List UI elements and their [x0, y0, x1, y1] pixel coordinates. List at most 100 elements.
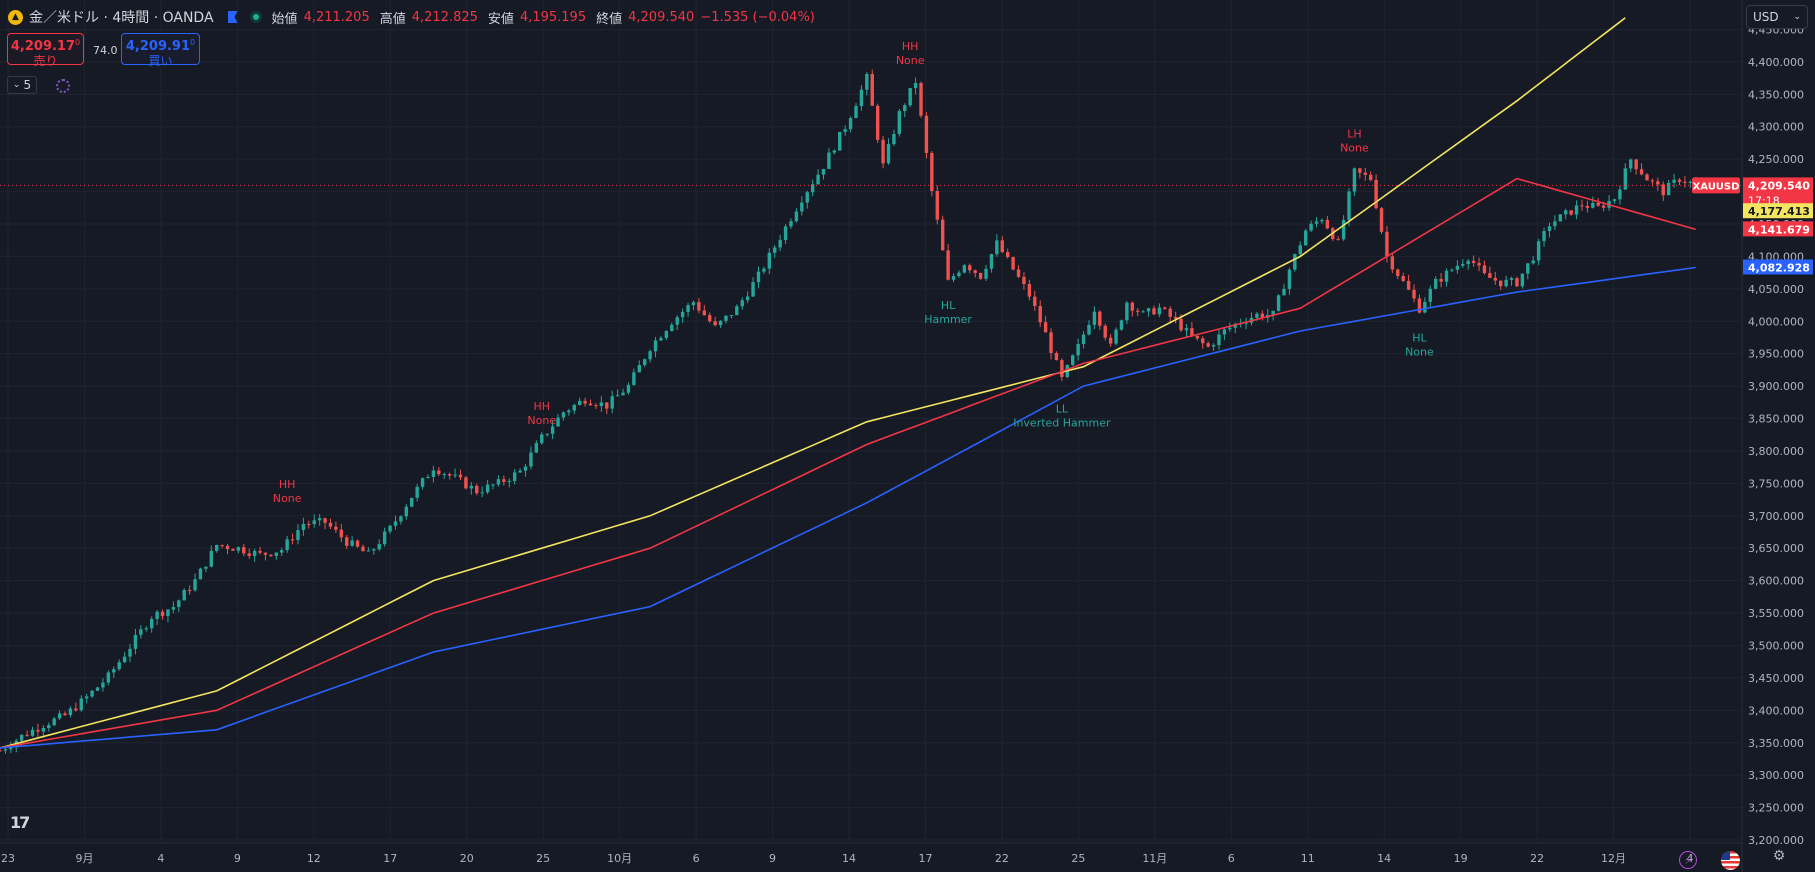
candle-body: [561, 412, 566, 418]
candle-body: [1645, 174, 1649, 181]
candle-body: [1103, 325, 1107, 338]
candle-body: [1526, 263, 1530, 274]
buy-button[interactable]: 4,209.910 買い: [121, 33, 200, 68]
candle-body: [464, 477, 468, 489]
candle-body: [220, 545, 224, 547]
candle-body: [1228, 327, 1232, 330]
pattern-label: None: [527, 414, 556, 427]
candle-body: [1688, 181, 1693, 183]
candle-body: [263, 552, 268, 555]
y-tick-label: 4,350.000: [1748, 88, 1804, 101]
candle-body: [594, 405, 598, 407]
sell-button[interactable]: 4,209.170 売り: [7, 33, 84, 68]
candle-body: [577, 400, 582, 405]
candle-body: [231, 549, 235, 551]
candle-body: [204, 566, 208, 569]
tradingview-logo: 17: [10, 813, 30, 832]
candle-body: [1406, 280, 1411, 290]
chevron-down-icon: ⌄: [1793, 12, 1801, 22]
pattern-label: None: [1405, 345, 1434, 358]
candle-body: [995, 240, 999, 255]
candle-body: [1217, 334, 1221, 346]
candle-body: [0, 750, 2, 752]
currency-select[interactable]: USD ⌄: [1746, 5, 1808, 29]
candle-body: [599, 402, 604, 407]
candle-body: [518, 470, 522, 473]
candle-body: [1374, 179, 1378, 209]
candle-body: [1049, 332, 1053, 354]
candle-body: [1043, 322, 1048, 333]
candle-body: [1271, 310, 1275, 316]
close-label: 終値: [596, 11, 623, 27]
candle-body: [1547, 226, 1552, 232]
candle-body: [1201, 338, 1205, 344]
candle-body: [1661, 184, 1665, 196]
candle-body: [1022, 276, 1026, 285]
candle-body: [1672, 179, 1676, 183]
x-tick-label: 14: [842, 852, 856, 865]
buy-label: 買い: [148, 54, 173, 68]
y-tick-label: 3,250.000: [1748, 802, 1804, 815]
candle-body: [697, 302, 701, 311]
candle-body: [1098, 311, 1102, 326]
candle-body: [1618, 189, 1622, 200]
flag-icon[interactable]: [227, 11, 238, 23]
candle-body: [68, 708, 73, 716]
candle-body: [1471, 260, 1476, 264]
candle-body: [1504, 279, 1508, 287]
y-tick-label: 3,400.000: [1748, 704, 1804, 717]
candle-body: [47, 725, 51, 729]
low-label: 安値: [487, 11, 514, 27]
candle-body: [637, 365, 641, 373]
candle-body: [702, 310, 707, 316]
pattern-label: None: [896, 54, 925, 67]
swing-label: HL: [1412, 331, 1427, 344]
y-tick-label: 4,050.000: [1748, 283, 1804, 296]
candle-body: [1347, 191, 1351, 220]
candle-body: [1108, 337, 1113, 344]
candle-body: [128, 648, 132, 657]
candle-body: [1482, 265, 1487, 274]
candle-body: [924, 115, 929, 153]
indicators-toggle-button[interactable]: ⌄ 5: [7, 76, 37, 94]
candle-body: [626, 384, 631, 393]
candle-body: [1157, 307, 1162, 315]
candle-body: [101, 682, 105, 688]
candle-body: [908, 88, 912, 106]
candle-body: [534, 443, 539, 453]
candle-body: [588, 403, 593, 406]
lightning-icon[interactable]: ⚡: [1679, 851, 1697, 869]
candle-body: [783, 226, 788, 240]
gold-coin-icon: ▲: [8, 9, 23, 25]
x-tick-label: 9月: [75, 852, 93, 865]
us-flag-icon[interactable]: [1721, 851, 1740, 870]
candle-body: [1309, 223, 1313, 231]
candle-body: [529, 452, 533, 467]
candle-body: [301, 523, 306, 531]
candle-body: [1179, 318, 1183, 331]
candle-body: [1341, 219, 1346, 240]
candle-body: [957, 272, 961, 277]
sell-price-sup: 0: [75, 38, 81, 47]
x-tick-label: 10月: [607, 852, 632, 865]
candle-body: [1639, 169, 1644, 175]
candle-body: [1071, 355, 1075, 366]
candle-body: [242, 547, 246, 554]
candle-body: [838, 131, 842, 151]
symbol-title[interactable]: 金／米ドル · 4時間 · OANDA: [29, 10, 214, 26]
open-value: 4,211.205: [303, 9, 370, 25]
gear-icon[interactable]: ⚙: [1772, 848, 1786, 864]
candle-body: [1054, 353, 1059, 361]
high-label: 高値: [379, 11, 406, 27]
candle-body: [664, 330, 669, 338]
candle-body: [350, 540, 354, 546]
candle-body: [339, 529, 344, 538]
high-value: 4,212.825: [411, 9, 478, 25]
indicator-count: 5: [23, 78, 32, 92]
candle-body: [1298, 245, 1302, 255]
candle-body: [1368, 174, 1373, 180]
candle-body: [1536, 241, 1541, 261]
candle-body: [1136, 310, 1140, 312]
